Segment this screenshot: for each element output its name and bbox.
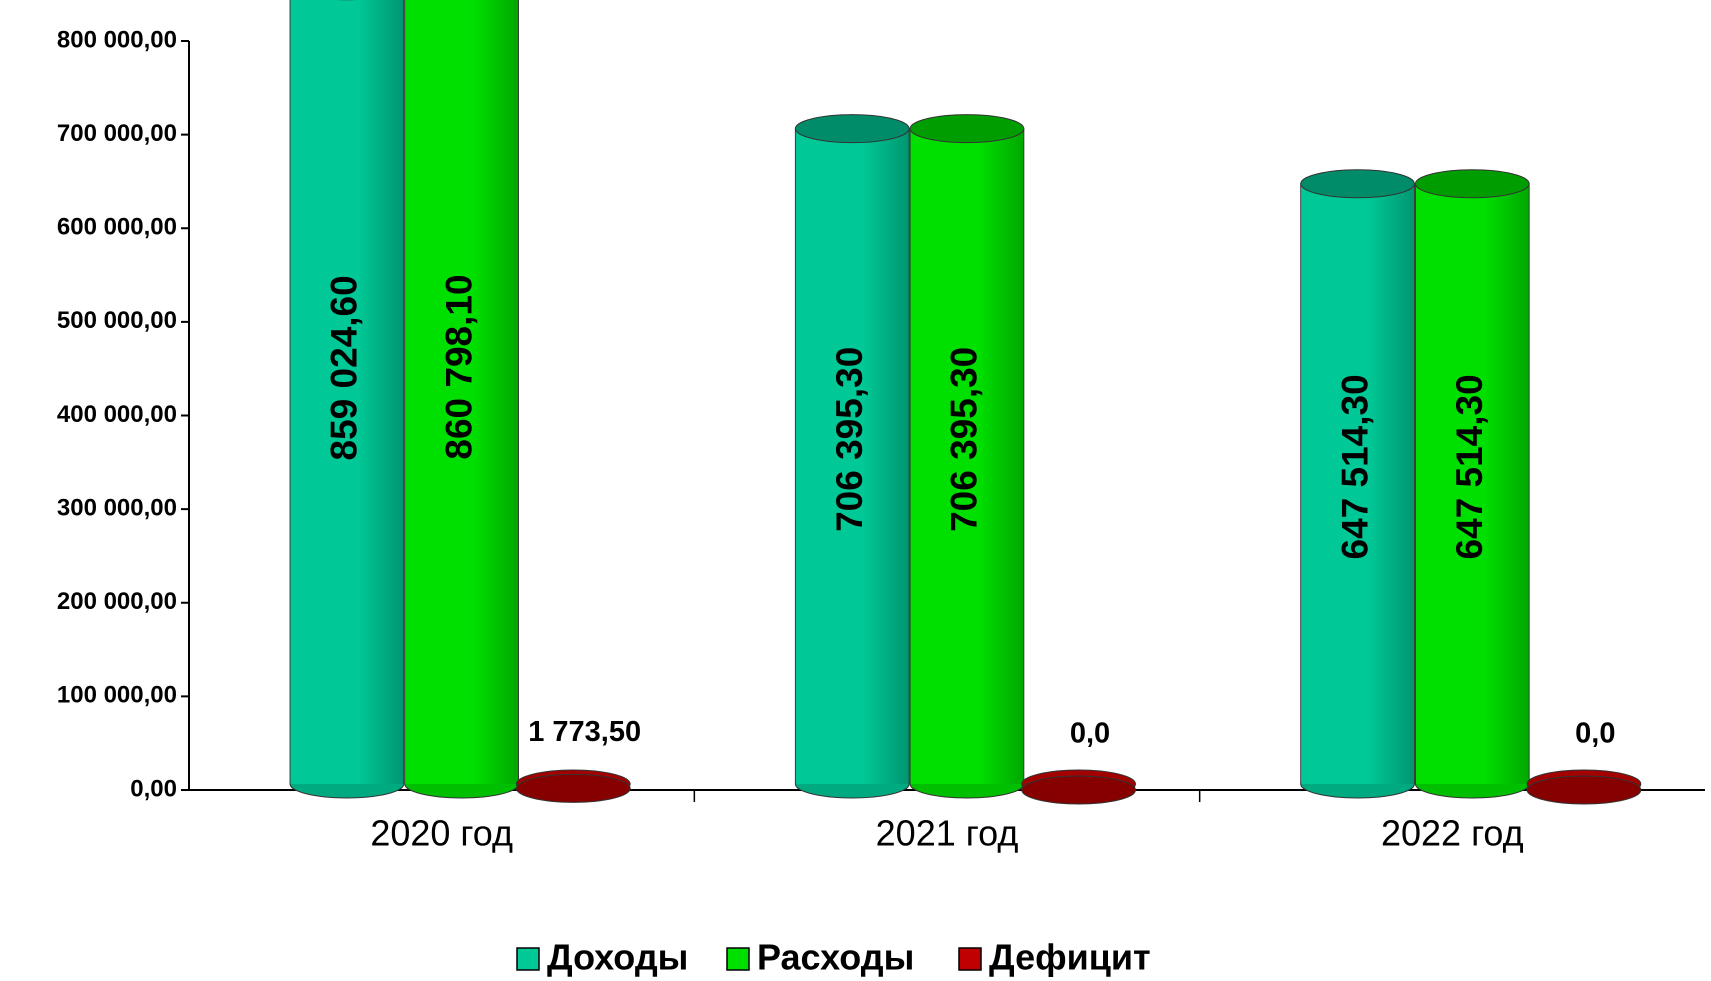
legend-swatch (516, 947, 540, 971)
bar-top (909, 114, 1025, 144)
y-tick-label: 200 000,00 (57, 588, 177, 615)
legend-label: Доходы (547, 937, 688, 978)
x-tick-label: 2020 год (370, 813, 513, 854)
bar-top (1300, 169, 1415, 199)
y-tick-label: 800 000,00 (57, 26, 177, 53)
value-label: 647 514,30 (1334, 374, 1375, 559)
y-tick-label: 700 000,00 (57, 120, 177, 147)
value-label: 706 395,30 (829, 347, 870, 532)
bar-top (1021, 775, 1136, 805)
value-label: 647 514,30 (1449, 374, 1490, 559)
value-label: 706 395,30 (944, 347, 985, 532)
y-tick-label: 300 000,00 (57, 494, 177, 521)
x-tick-label: 2021 год (876, 813, 1019, 854)
value-label: 860 798,10 (438, 274, 479, 459)
y-tick-label: 500 000,00 (57, 307, 177, 334)
bar-body-fill (1415, 183, 1529, 784)
value-label: 0,0 (1575, 718, 1615, 750)
bar-body-fill (290, 0, 404, 784)
y-tick-label: 0,00 (130, 775, 177, 802)
bar-body-fill (405, 0, 518, 785)
bar-body-fill (910, 128, 1024, 785)
y-tick-label: 400 000,00 (57, 401, 177, 428)
value-label: 0,0 (1070, 718, 1110, 750)
y-tick-label: 600 000,00 (57, 214, 177, 241)
value-label: 859 024,60 (324, 275, 365, 460)
legend-label: Расходы (757, 937, 914, 978)
bar-top (515, 773, 631, 803)
bar-body-fill (795, 128, 909, 785)
bar-body-fill (1301, 183, 1414, 784)
bar-top (1526, 775, 1642, 805)
value-label: 1 773,50 (528, 716, 641, 748)
y-tick-label: 100 000,00 (57, 682, 177, 709)
legend-swatch (958, 947, 982, 971)
legend-swatch (726, 947, 750, 971)
bar-top (1414, 169, 1530, 199)
legend-label: Дефицит (989, 937, 1151, 978)
x-tick-label: 2022 год (1381, 813, 1524, 854)
bar-top (794, 114, 910, 144)
